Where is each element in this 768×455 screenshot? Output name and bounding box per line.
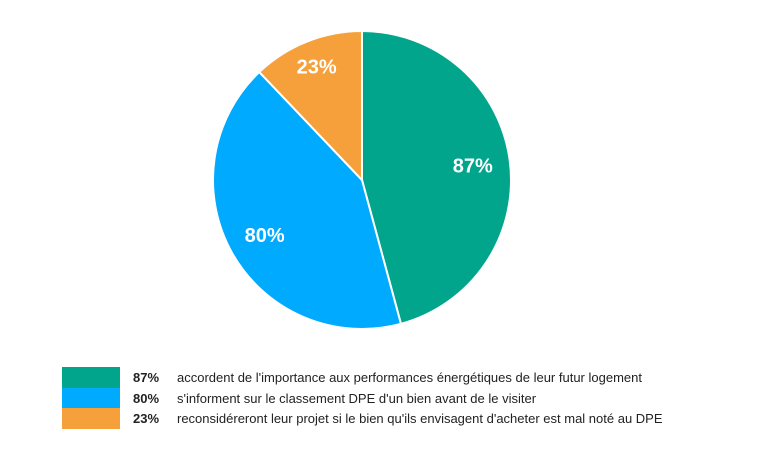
legend: 87% accordent de l'importance aux perfor… [62,367,663,430]
slice-label: 87% [453,155,493,177]
legend-description: s'informent sur le classement DPE d'un b… [177,390,537,406]
slice-label: 80% [245,225,285,247]
legend-item: 87% accordent de l'importance aux perfor… [62,367,663,388]
legend-item: 80% s'informent sur le classement DPE d'… [62,387,663,409]
pie-slice [361,29,512,326]
legend-swatch-blue [62,387,120,409]
legend-item: 23% reconsidéreront leur projet si le bi… [62,408,663,430]
pie-slice [212,70,403,330]
legend-description: accordent de l'importance aux performanc… [177,369,642,385]
legend-swatch-teal [62,367,120,388]
legend-swatch-orange [62,408,120,430]
pie-slice [257,29,363,183]
legend-percent: 80% [133,390,160,406]
legend-percent: 87% [133,369,160,385]
legend-percent: 23% [133,411,160,427]
legend-description: reconsidéreront leur projet si le bien q… [177,411,663,427]
pie-chart: 87% 80% 23% [212,29,512,330]
slice-label: 23% [297,57,337,79]
